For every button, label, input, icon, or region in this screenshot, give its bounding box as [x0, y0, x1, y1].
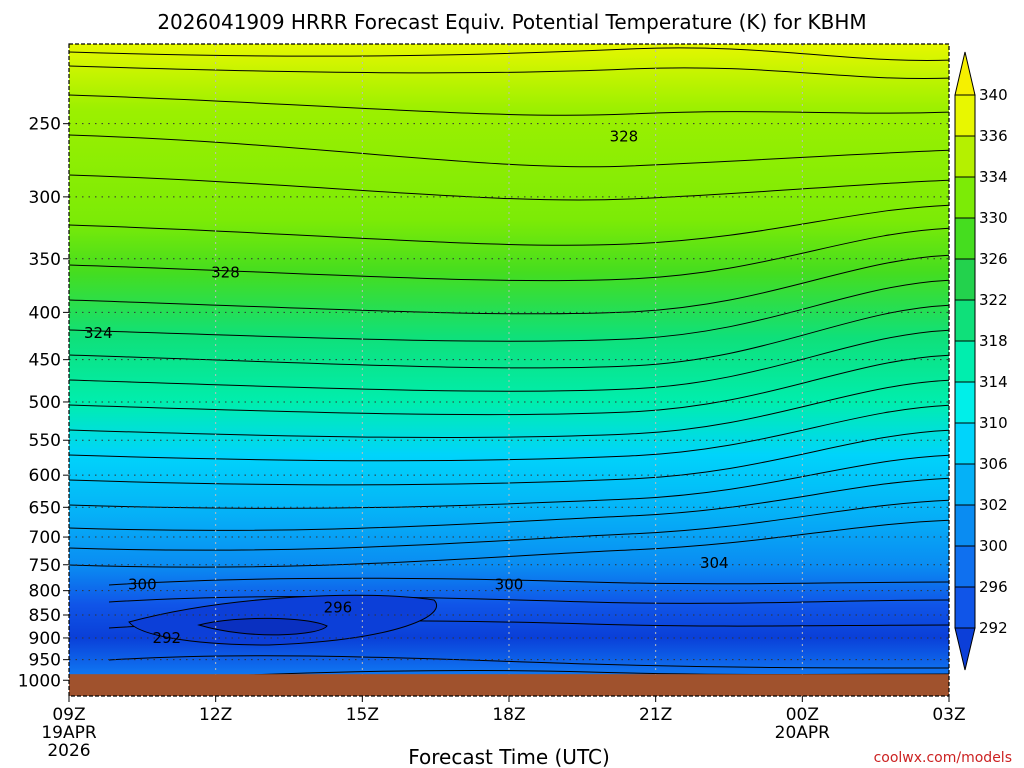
contour-label: 324: [84, 324, 113, 342]
colorbar-swatch: [954, 94, 976, 137]
contour-line: [69, 174, 949, 201]
contour-line: [108, 577, 949, 586]
colorbar-swatch: [954, 381, 976, 424]
y-tick-label: 550: [29, 431, 61, 451]
colorbar-label: 330: [979, 209, 1008, 227]
contour-line: [69, 204, 949, 246]
colorbar-extend-bottom: [954, 627, 976, 671]
contour-line: [69, 47, 949, 61]
colorbar-extend-top: [954, 51, 976, 96]
contour-line: [69, 519, 949, 568]
y-tick-label: 1000: [18, 671, 61, 691]
colorbar-swatch: [954, 258, 976, 301]
y-tick-label: 650: [29, 498, 61, 518]
colorbar-swatch: [954, 135, 976, 178]
y-tick-label: 350: [29, 250, 61, 270]
x-tick-label: 00Z: [786, 705, 819, 725]
contour-line: [69, 429, 949, 486]
y-tick-label: 450: [29, 351, 61, 371]
contour-line: [69, 94, 949, 116]
colorbar-swatch: [954, 340, 976, 383]
y-tick-label: 950: [29, 651, 61, 671]
contour-label: 296: [324, 598, 353, 616]
contour-line: [69, 477, 949, 531]
x-tick-label: 18Z: [492, 705, 525, 725]
colorbar-label: 310: [979, 414, 1008, 432]
gridlines: [69, 44, 949, 696]
contour-line: [69, 254, 949, 315]
contour-line: [69, 454, 949, 509]
x-tick-label: 19APR: [41, 723, 97, 743]
colorbar-label: 326: [979, 250, 1008, 268]
ground-surface: [69, 674, 949, 696]
colorbar-label: 292: [979, 619, 1008, 637]
colorbar-label: 314: [979, 373, 1008, 391]
x-tick-label: 15Z: [346, 705, 379, 725]
contour-line: [69, 404, 949, 462]
colorbar-label: 296: [979, 578, 1008, 596]
contour-line: [69, 499, 949, 551]
colorbar: 292 296 300 302 306 310 314 318 322 326 330 334 336 3…: [954, 51, 1008, 671]
chart-title: 2026041909 HRRR Forecast Equiv. Potentia…: [157, 10, 866, 34]
x-tick-label: 21Z: [639, 705, 672, 725]
contour-line: [69, 379, 949, 438]
y-tick-label: 250: [29, 115, 61, 135]
contour-line: [69, 65, 949, 80]
colorbar-swatch: [954, 176, 976, 219]
x-tick-label: 12Z: [199, 705, 232, 725]
contour-line: [69, 304, 949, 369]
y-tick-label: 600: [29, 466, 61, 486]
contour-line: [69, 227, 949, 282]
contour-line: [69, 329, 949, 392]
y-axis: 250 300 350 400 450 500 550 600 650 700 750 800 850 9…: [18, 115, 69, 691]
colorbar-label: 306: [979, 455, 1008, 473]
y-tick-label: 700: [29, 528, 61, 548]
y-tick-label: 800: [29, 582, 61, 602]
colorbar-swatch: [954, 504, 976, 547]
contour-line: [108, 596, 949, 604]
y-tick-label: 300: [29, 188, 61, 208]
contour-label: 328: [610, 127, 639, 145]
x-axis-label: Forecast Time (UTC): [408, 745, 610, 768]
colorbar-swatch: [954, 586, 976, 629]
contour-label: 300: [495, 576, 524, 594]
contour-line: [108, 655, 949, 669]
colorbar-label: 334: [979, 168, 1008, 186]
y-tick-label: 750: [29, 556, 61, 576]
y-tick-label: 850: [29, 606, 61, 626]
colorbar-label: 300: [979, 537, 1008, 555]
plot-area: [69, 44, 949, 696]
colorbar-swatch: [954, 545, 976, 588]
contour-label: 304: [700, 554, 729, 572]
credit-text: coolwx.com/models: [874, 750, 1012, 766]
colorbar-swatch: [954, 217, 976, 260]
colorbar-label: 318: [979, 332, 1008, 350]
colorbar-swatch: [954, 463, 976, 506]
contour-labels: 328 328 324 304 300 300 296 292: [84, 127, 729, 647]
x-tick-label: 20APR: [775, 723, 831, 743]
contour-label: 300: [128, 576, 157, 594]
colorbar-label: 322: [979, 291, 1008, 309]
contour-label: 292: [152, 629, 181, 647]
y-tick-label: 900: [29, 629, 61, 649]
colorbar-label: 336: [979, 127, 1008, 145]
y-tick-label: 400: [29, 303, 61, 323]
x-tick-label: 2026: [47, 741, 90, 761]
x-tick-label: 09Z: [52, 705, 85, 725]
cold-pool-region: [128, 594, 437, 646]
colorbar-label: 302: [979, 496, 1008, 514]
cold-pool-292: [197, 617, 328, 636]
x-tick-label: 03Z: [932, 705, 965, 725]
y-tick-label: 500: [29, 393, 61, 413]
contour-lines: [69, 47, 949, 683]
colorbar-label: 340: [979, 86, 1008, 104]
contour-line: [69, 134, 949, 168]
colorbar-swatch: [954, 422, 976, 465]
contour-line: [69, 354, 949, 416]
contour-line: [69, 279, 949, 342]
colorbar-swatch: [954, 299, 976, 342]
contour-label: 328: [211, 263, 240, 281]
